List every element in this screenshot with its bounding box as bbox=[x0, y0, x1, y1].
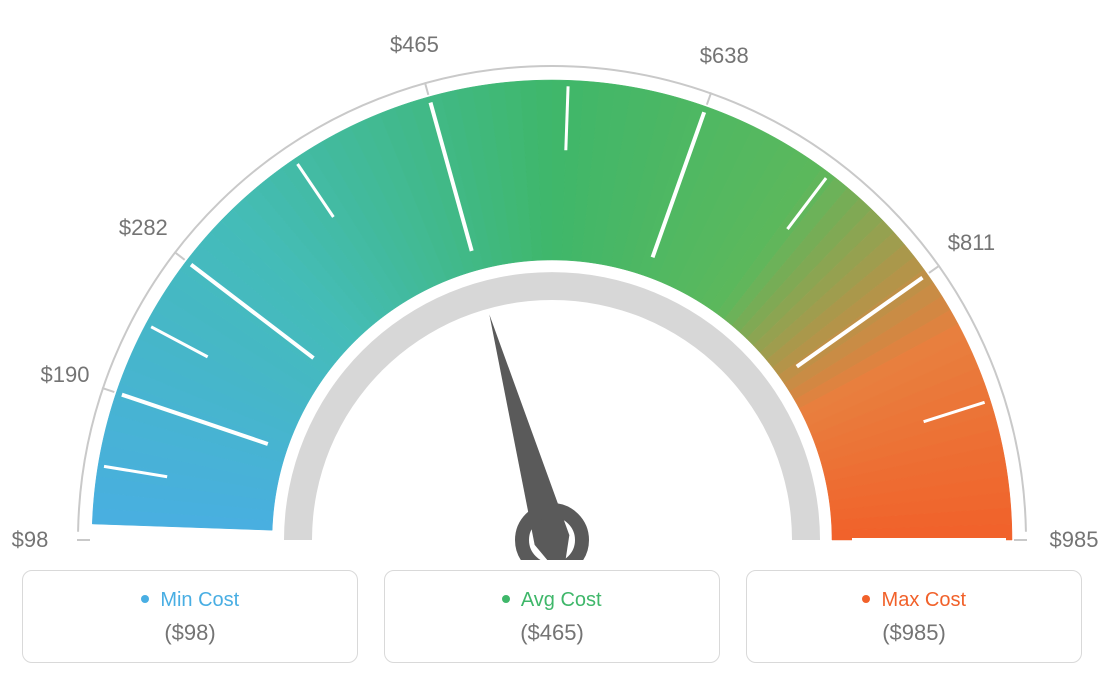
tick-label: $282 bbox=[119, 215, 168, 241]
dot-icon-avg bbox=[502, 595, 510, 603]
legend-value-min: ($98) bbox=[23, 620, 357, 646]
legend-box-max: Max Cost ($985) bbox=[746, 570, 1082, 663]
dot-icon-max bbox=[862, 595, 870, 603]
outer-tick bbox=[174, 252, 184, 260]
cost-gauge: $98$190$282$465$638$811$985 bbox=[22, 20, 1082, 560]
outer-tick bbox=[707, 92, 711, 104]
legend-value-avg: ($465) bbox=[385, 620, 719, 646]
legend-title-avg: Avg Cost bbox=[385, 589, 719, 612]
legend-value-max: ($985) bbox=[747, 620, 1081, 646]
legend-box-min: Min Cost ($98) bbox=[22, 570, 358, 663]
outer-tick bbox=[929, 265, 940, 273]
tick-label: $985 bbox=[1050, 527, 1099, 553]
tick-label: $190 bbox=[41, 362, 90, 388]
outer-tick bbox=[425, 82, 428, 95]
legend-row: Min Cost ($98) Avg Cost ($465) Max Cost … bbox=[22, 570, 1082, 663]
dot-icon-min bbox=[141, 595, 149, 603]
tick-label: $98 bbox=[12, 527, 49, 553]
legend-label-avg: Avg Cost bbox=[521, 589, 602, 611]
legend-box-avg: Avg Cost ($465) bbox=[384, 570, 720, 663]
tick-label: $465 bbox=[390, 32, 439, 58]
gauge-svg bbox=[22, 20, 1082, 560]
tick-label: $811 bbox=[948, 230, 995, 256]
legend-label-max: Max Cost bbox=[882, 589, 966, 611]
legend-title-max: Max Cost bbox=[747, 589, 1081, 612]
legend-label-min: Min Cost bbox=[160, 589, 239, 611]
legend-title-min: Min Cost bbox=[23, 589, 357, 612]
outer-tick bbox=[102, 388, 114, 392]
tick-label: $638 bbox=[700, 43, 749, 69]
